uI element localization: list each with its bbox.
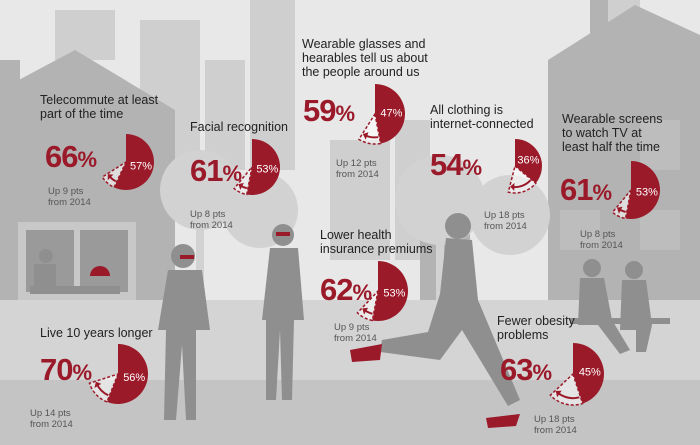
increase-arrow-head (510, 183, 515, 192)
inner-percent-label: 56% (123, 372, 145, 384)
big-percent: 61% (560, 172, 612, 207)
pie-slice-increase (356, 288, 380, 322)
pie-chart: 53% (356, 261, 408, 322)
stat-title-line-2: to watch TV at (562, 126, 642, 140)
increase-arrow-head (616, 206, 623, 214)
pie-slice-increase (101, 159, 128, 189)
since-label: from 2014 (484, 221, 527, 232)
big-percent: 61% (190, 153, 242, 188)
pie-slice-previous (515, 139, 542, 184)
pie-chart: 57% (101, 134, 154, 190)
pie-chart: 56% (88, 344, 149, 404)
stat-title-line-1: Lower health (320, 228, 392, 242)
change-label: Up 12 pts (336, 158, 377, 169)
stat-title-line-2: hearables tell us about (302, 51, 428, 65)
big-percent: 54% (430, 147, 482, 182)
since-label: from 2014 (48, 197, 91, 208)
pie-slice-increase (88, 372, 120, 403)
pie-slice-previous (114, 134, 154, 190)
big-percent: 70% (40, 352, 92, 387)
stat-title-line-3: the people around us (302, 65, 420, 79)
change-label: Up 14 pts (30, 408, 71, 419)
change-label: Up 18 pts (484, 210, 525, 221)
stat-title-line-1: All clothing is (430, 103, 503, 117)
big-percent: 63% (500, 352, 552, 387)
big-percent: 59% (303, 93, 355, 128)
pie-slice-previous (106, 344, 149, 404)
pie-chart: 53% (233, 139, 281, 196)
pie-slice-increase (233, 166, 253, 196)
inner-percent-label: 47% (380, 107, 402, 119)
pie-slice-previous (625, 161, 660, 219)
since-label: from 2014 (334, 333, 377, 344)
stat-title-line-3: least half the time (562, 140, 660, 154)
pie-chart: 53% (611, 161, 660, 220)
change-label: Up 9 pts (48, 186, 84, 197)
change-label: Up 9 pts (334, 322, 370, 333)
stat-title-line-2: internet-connected (430, 117, 534, 131)
stat-title-line-2: insurance premiums (320, 242, 433, 256)
since-label: from 2014 (534, 425, 577, 436)
change-label: Up 8 pts (580, 229, 616, 240)
big-percent: 62% (320, 272, 372, 307)
inner-percent-label: 53% (256, 163, 278, 175)
inner-percent-label: 57% (130, 160, 152, 172)
pie-chart: 36% (507, 139, 542, 194)
stat-title-line-2: part of the time (40, 107, 124, 121)
pie-slice-previous (573, 343, 604, 404)
stat-title: Live 10 years longer (40, 326, 153, 340)
since-label: from 2014 (190, 220, 233, 231)
increase-arrow-head (362, 132, 369, 140)
big-percent: 66% (45, 139, 97, 174)
increase-arrow-head (555, 390, 562, 398)
stat-title: Facial recognition (190, 120, 288, 134)
stat-title-line-1: Wearable glasses and (302, 37, 426, 51)
since-label: from 2014 (336, 169, 379, 180)
stat-title-line-1: Telecommute at least (40, 93, 159, 107)
inner-percent-label: 53% (636, 187, 658, 199)
stat-title-line-1: Wearable screens (562, 112, 663, 126)
pie-slice-previous (372, 261, 408, 321)
pie-chart: 45% (549, 343, 604, 406)
pie-slice-previous (375, 84, 406, 144)
increase-arrow-head (107, 174, 114, 181)
change-label: Up 18 pts (534, 414, 575, 425)
stat-title-line-2: problems (497, 328, 549, 342)
stat-title-line-1: Fewer obesity (497, 314, 575, 328)
increase-arrow-head (238, 182, 244, 191)
increase-arrow-head (362, 307, 369, 315)
change-label: Up 8 pts (190, 209, 226, 220)
increase-arrow-head (94, 381, 102, 388)
pie-slice-increase (611, 189, 632, 220)
pie-chart: 47% (357, 84, 406, 145)
since-label: from 2014 (30, 419, 73, 430)
pie-slice-previous (246, 139, 281, 195)
inner-percent-label: 45% (579, 366, 601, 378)
inner-percent-label: 36% (517, 155, 539, 167)
inner-percent-label: 53% (383, 288, 405, 300)
since-label: from 2014 (580, 240, 623, 251)
